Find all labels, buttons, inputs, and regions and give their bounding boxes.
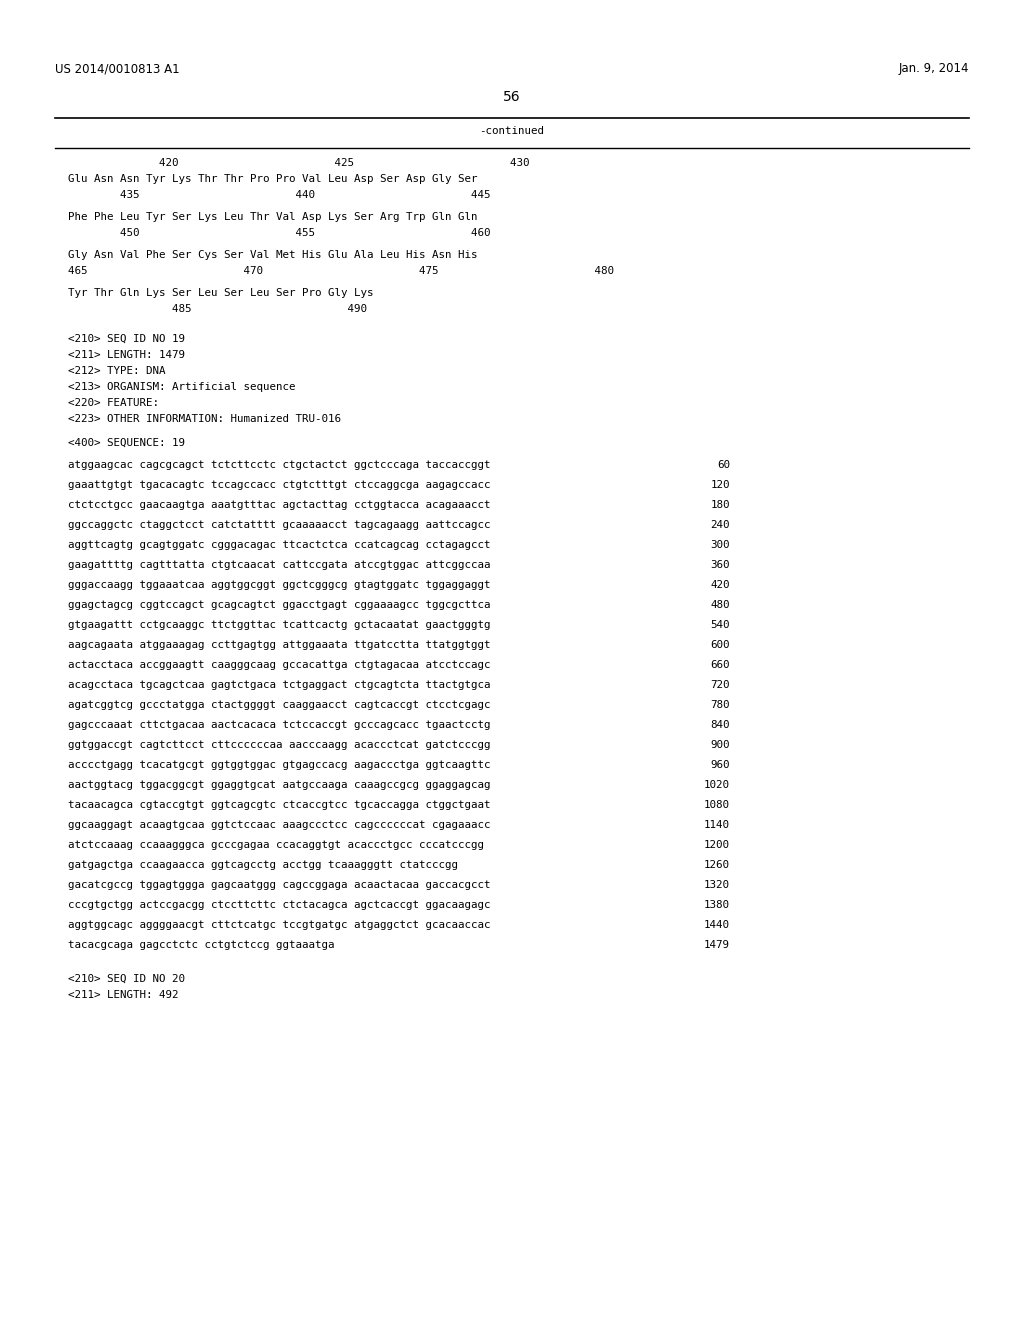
- Text: <400> SEQUENCE: 19: <400> SEQUENCE: 19: [68, 438, 185, 447]
- Text: gacatcgccg tggagtggga gagcaatggg cagccggaga acaactacaa gaccacgcct: gacatcgccg tggagtggga gagcaatggg cagccgg…: [68, 880, 490, 890]
- Text: <220> FEATURE:: <220> FEATURE:: [68, 399, 159, 408]
- Text: <213> ORGANISM: Artificial sequence: <213> ORGANISM: Artificial sequence: [68, 381, 296, 392]
- Text: aggtggcagc aggggaacgt cttctcatgc tccgtgatgc atgaggctct gcacaaccac: aggtggcagc aggggaacgt cttctcatgc tccgtga…: [68, 920, 490, 931]
- Text: gggaccaagg tggaaatcaa aggtggcggt ggctcgggcg gtagtggatc tggaggaggt: gggaccaagg tggaaatcaa aggtggcggt ggctcgg…: [68, 579, 490, 590]
- Text: 56: 56: [503, 90, 521, 104]
- Text: 60: 60: [717, 459, 730, 470]
- Text: 1020: 1020: [705, 780, 730, 789]
- Text: <210> SEQ ID NO 20: <210> SEQ ID NO 20: [68, 974, 185, 983]
- Text: <223> OTHER INFORMATION: Humanized TRU-016: <223> OTHER INFORMATION: Humanized TRU-0…: [68, 414, 341, 424]
- Text: 1380: 1380: [705, 900, 730, 909]
- Text: 900: 900: [711, 741, 730, 750]
- Text: gaaattgtgt tgacacagtc tccagccacc ctgtctttgt ctccaggcga aagagccacc: gaaattgtgt tgacacagtc tccagccacc ctgtctt…: [68, 480, 490, 490]
- Text: ggagctagcg cggtccagct gcagcagtct ggacctgagt cggaaaagcc tggcgcttca: ggagctagcg cggtccagct gcagcagtct ggacctg…: [68, 601, 490, 610]
- Text: Jan. 9, 2014: Jan. 9, 2014: [898, 62, 969, 75]
- Text: ctctcctgcc gaacaagtga aaatgtttac agctacttag cctggtacca acagaaacct: ctctcctgcc gaacaagtga aaatgtttac agctact…: [68, 500, 490, 510]
- Text: gatgagctga ccaagaacca ggtcagcctg acctgg tcaaagggtt ctatcccgg: gatgagctga ccaagaacca ggtcagcctg acctgg …: [68, 861, 458, 870]
- Text: <210> SEQ ID NO 19: <210> SEQ ID NO 19: [68, 334, 185, 345]
- Text: aggttcagtg gcagtggatc cgggacagac ttcactctca ccatcagcag cctagagcct: aggttcagtg gcagtggatc cgggacagac ttcactc…: [68, 540, 490, 550]
- Text: US 2014/0010813 A1: US 2014/0010813 A1: [55, 62, 179, 75]
- Text: 540: 540: [711, 620, 730, 630]
- Text: 660: 660: [711, 660, 730, 671]
- Text: <211> LENGTH: 1479: <211> LENGTH: 1479: [68, 350, 185, 360]
- Text: <212> TYPE: DNA: <212> TYPE: DNA: [68, 366, 166, 376]
- Text: Tyr Thr Gln Lys Ser Leu Ser Leu Ser Pro Gly Lys: Tyr Thr Gln Lys Ser Leu Ser Leu Ser Pro …: [68, 288, 374, 298]
- Text: 485                        490: 485 490: [68, 304, 367, 314]
- Text: 780: 780: [711, 700, 730, 710]
- Text: ggcaaggagt acaagtgcaa ggtctccaac aaagccctcc cagccccccat cgagaaacc: ggcaaggagt acaagtgcaa ggtctccaac aaagccc…: [68, 820, 490, 830]
- Text: 465                        470                        475                       : 465 470 475: [68, 267, 614, 276]
- Text: aagcagaata atggaaagag ccttgagtgg attggaaata ttgatcctta ttatggtggt: aagcagaata atggaaagag ccttgagtgg attggaa…: [68, 640, 490, 649]
- Text: 600: 600: [711, 640, 730, 649]
- Text: 300: 300: [711, 540, 730, 550]
- Text: cccgtgctgg actccgacgg ctccttcttc ctctacagca agctcaccgt ggacaagagc: cccgtgctgg actccgacgg ctccttcttc ctctaca…: [68, 900, 490, 909]
- Text: 1260: 1260: [705, 861, 730, 870]
- Text: Gly Asn Val Phe Ser Cys Ser Val Met His Glu Ala Leu His Asn His: Gly Asn Val Phe Ser Cys Ser Val Met His …: [68, 249, 477, 260]
- Text: 1140: 1140: [705, 820, 730, 830]
- Text: 240: 240: [711, 520, 730, 531]
- Text: 1080: 1080: [705, 800, 730, 810]
- Text: 720: 720: [711, 680, 730, 690]
- Text: 1479: 1479: [705, 940, 730, 950]
- Text: 360: 360: [711, 560, 730, 570]
- Text: 1200: 1200: [705, 840, 730, 850]
- Text: actacctaca accggaagtt caagggcaag gccacattga ctgtagacaa atcctccagc: actacctaca accggaagtt caagggcaag gccacat…: [68, 660, 490, 671]
- Text: 480: 480: [711, 601, 730, 610]
- Text: 1320: 1320: [705, 880, 730, 890]
- Text: -continued: -continued: [479, 125, 545, 136]
- Text: Glu Asn Asn Tyr Lys Thr Thr Pro Pro Val Leu Asp Ser Asp Gly Ser: Glu Asn Asn Tyr Lys Thr Thr Pro Pro Val …: [68, 174, 477, 183]
- Text: 420: 420: [711, 579, 730, 590]
- Text: 435                        440                        445: 435 440 445: [68, 190, 490, 201]
- Text: acagcctaca tgcagctcaa gagtctgaca tctgaggact ctgcagtcta ttactgtgca: acagcctaca tgcagctcaa gagtctgaca tctgagg…: [68, 680, 490, 690]
- Text: ggtggaccgt cagtcttcct cttccccccaa aacccaagg acaccctcat gatctcccgg: ggtggaccgt cagtcttcct cttccccccaa aaccca…: [68, 741, 490, 750]
- Text: 120: 120: [711, 480, 730, 490]
- Text: 1440: 1440: [705, 920, 730, 931]
- Text: <211> LENGTH: 492: <211> LENGTH: 492: [68, 990, 178, 1001]
- Text: 420                        425                        430: 420 425 430: [68, 158, 529, 168]
- Text: 450                        455                        460: 450 455 460: [68, 228, 490, 238]
- Text: atggaagcac cagcgcagct tctcttcctc ctgctactct ggctcccaga taccaccggt: atggaagcac cagcgcagct tctcttcctc ctgctac…: [68, 459, 490, 470]
- Text: Phe Phe Leu Tyr Ser Lys Leu Thr Val Asp Lys Ser Arg Trp Gln Gln: Phe Phe Leu Tyr Ser Lys Leu Thr Val Asp …: [68, 213, 477, 222]
- Text: 180: 180: [711, 500, 730, 510]
- Text: 960: 960: [711, 760, 730, 770]
- Text: gagcccaaat cttctgacaa aactcacaca tctccaccgt gcccagcacc tgaactcctg: gagcccaaat cttctgacaa aactcacaca tctccac…: [68, 719, 490, 730]
- Text: 840: 840: [711, 719, 730, 730]
- Text: tacaacagca cgtaccgtgt ggtcagcgtc ctcaccgtcc tgcaccagga ctggctgaat: tacaacagca cgtaccgtgt ggtcagcgtc ctcaccg…: [68, 800, 490, 810]
- Text: gaagattttg cagtttatta ctgtcaacat cattccgata atccgtggac attcggccaa: gaagattttg cagtttatta ctgtcaacat cattccg…: [68, 560, 490, 570]
- Text: ggccaggctc ctaggctcct catctatttt gcaaaaacct tagcagaagg aattccagcc: ggccaggctc ctaggctcct catctatttt gcaaaaa…: [68, 520, 490, 531]
- Text: atctccaaag ccaaagggca gcccgagaa ccacaggtgt acaccctgcc cccatcccgg: atctccaaag ccaaagggca gcccgagaa ccacaggt…: [68, 840, 484, 850]
- Text: tacacgcaga gagcctctc cctgtctccg ggtaaatga: tacacgcaga gagcctctc cctgtctccg ggtaaatg…: [68, 940, 335, 950]
- Text: aactggtacg tggacggcgt ggaggtgcat aatgccaaga caaagccgcg ggaggagcag: aactggtacg tggacggcgt ggaggtgcat aatgcca…: [68, 780, 490, 789]
- Text: acccctgagg tcacatgcgt ggtggtggac gtgagccacg aagaccctga ggtcaagttc: acccctgagg tcacatgcgt ggtggtggac gtgagcc…: [68, 760, 490, 770]
- Text: gtgaagattt cctgcaaggc ttctggttac tcattcactg gctacaatat gaactgggtg: gtgaagattt cctgcaaggc ttctggttac tcattca…: [68, 620, 490, 630]
- Text: agatcggtcg gccctatgga ctactggggt caaggaacct cagtcaccgt ctcctcgagc: agatcggtcg gccctatgga ctactggggt caaggaa…: [68, 700, 490, 710]
